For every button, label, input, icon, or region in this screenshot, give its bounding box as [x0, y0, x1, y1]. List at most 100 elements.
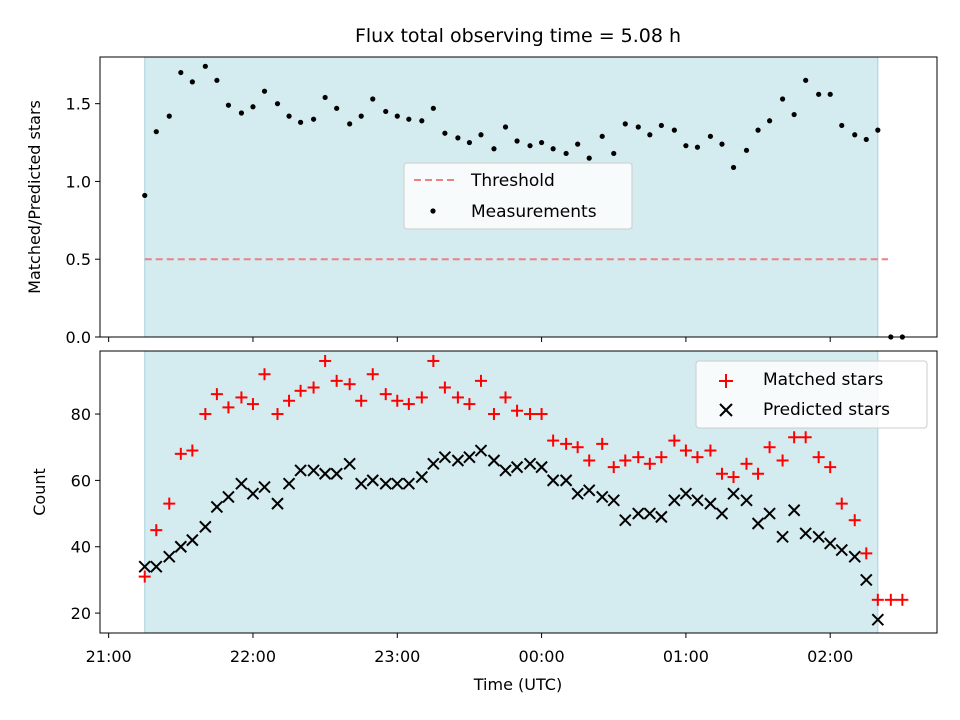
- matched-star-point: [174, 447, 187, 460]
- measurement-point: [297, 119, 304, 125]
- matched-star-point: [547, 434, 560, 447]
- measurement-point: [875, 127, 881, 133]
- matched-star-point: [222, 401, 235, 414]
- legend-matched-label: Matched stars: [763, 370, 883, 390]
- chart-title: Flux total observing time = 5.08 h: [355, 25, 681, 47]
- predicted-star-point: [379, 477, 392, 490]
- predicted-star-point: [199, 520, 212, 534]
- matched-star-point: [848, 514, 861, 527]
- predicted-star-point: [318, 467, 332, 480]
- matched-star-point: [715, 467, 728, 480]
- predicted-star-point: [860, 573, 873, 587]
- bottom-legend: Matched stars Predicted stars: [695, 360, 928, 429]
- legend-predicted-label: Predicted stars: [763, 400, 890, 420]
- matched-star-point: [788, 431, 801, 444]
- measurement-point: [622, 121, 628, 127]
- matched-star-point: [560, 437, 573, 450]
- measurement-point: [803, 77, 809, 83]
- matched-star-point: [283, 394, 296, 407]
- matched-star-point: [199, 408, 212, 421]
- measurement-point: [816, 91, 822, 97]
- predicted-star-point: [163, 550, 176, 563]
- measurement-point: [478, 132, 484, 138]
- measurement-point: [767, 118, 773, 124]
- matched-star-point: [487, 408, 500, 421]
- legend-measurements-swatch: [430, 208, 436, 214]
- matched-star-point: [307, 381, 320, 394]
- matched-star-point: [138, 570, 151, 583]
- measurement-point: [142, 192, 148, 199]
- measurement-point: [370, 96, 376, 102]
- bottom-y-ticks: 20 40 60 80: [71, 405, 100, 623]
- measurement-point: [743, 147, 750, 153]
- top-y-tick-label: 1.5: [66, 95, 91, 114]
- bottom-axes-frame: [99, 350, 938, 634]
- predicted-star-point: [571, 487, 584, 500]
- measurement-point: [358, 113, 364, 119]
- measurement-point: [719, 141, 725, 147]
- predicted-star-point: [679, 487, 693, 500]
- matched-star-point: [607, 461, 620, 474]
- measurement-point: [635, 124, 641, 130]
- matched-star-point: [524, 408, 537, 421]
- measurement-point: [214, 77, 220, 83]
- x-tick-label: 02:00: [807, 647, 853, 666]
- matched-star-point: [752, 467, 765, 480]
- x-axis-label: Time (UTC): [473, 675, 562, 694]
- predicted-star-point: [668, 494, 681, 507]
- predicted-star-point: [871, 613, 885, 626]
- legend-matched-swatch: [719, 374, 733, 388]
- measurement-point: [671, 127, 677, 133]
- predicted-star-point: [812, 530, 825, 543]
- predicted-star-point: [787, 504, 801, 517]
- predicted-star-point: [487, 454, 501, 467]
- top-panel: 0.0 0.5 1.0 1.5 Flux total observing time =…: [25, 25, 938, 347]
- top-y-tick-label: 0.0: [66, 328, 91, 347]
- matched-star-point: [691, 451, 704, 464]
- measurement-point: [286, 113, 292, 119]
- top-y-tick-label: 0.5: [66, 250, 91, 269]
- matched-star-point: [571, 441, 584, 454]
- predicted-star-point: [691, 494, 704, 507]
- bottom-y-tick-label: 60: [71, 471, 91, 490]
- predicted-star-point: [632, 507, 645, 520]
- measurement-point: [707, 133, 714, 139]
- matched-star-point: [896, 593, 909, 606]
- matched-star-point: [799, 431, 812, 444]
- matched-star-point: [235, 391, 248, 404]
- top-axes-frame: [99, 56, 938, 338]
- predicted-star-point: [763, 507, 776, 520]
- matched-star-point: [438, 381, 451, 394]
- predicted-star-point: [715, 507, 729, 520]
- measurement-point: [658, 122, 664, 129]
- predicted-star-point: [415, 470, 429, 484]
- predicted-star-point: [235, 477, 248, 490]
- matched-star-point: [763, 441, 776, 454]
- matched-star-point: [451, 391, 464, 404]
- predicted-star-point: [282, 477, 296, 490]
- predicted-star-point: [294, 464, 307, 477]
- matched-star-point: [402, 398, 415, 411]
- measurement-point: [334, 105, 340, 111]
- measurement-point: [310, 116, 317, 122]
- predicted-star-point: [499, 464, 512, 477]
- matched-star-point: [668, 434, 681, 447]
- x-tick-label: 21:00: [86, 647, 132, 666]
- matched-star-point: [583, 454, 596, 467]
- predicted-star-point: [751, 517, 765, 530]
- predicted-star-point: [704, 497, 717, 510]
- measurement-point: [852, 132, 858, 138]
- predicted-star-point: [799, 527, 812, 540]
- measurement-point: [166, 113, 172, 119]
- measurement-point: [550, 146, 556, 152]
- predicted-star-point: [824, 537, 837, 550]
- predicted-star-point: [643, 507, 657, 520]
- x-tick-label: 23:00: [374, 647, 420, 666]
- matched-star-point: [150, 524, 163, 537]
- measurement-point: [322, 94, 328, 101]
- measurement-point: [383, 108, 389, 115]
- matched-star-point: [343, 378, 356, 391]
- measurement-point: [839, 122, 845, 129]
- measurement-point: [599, 133, 605, 139]
